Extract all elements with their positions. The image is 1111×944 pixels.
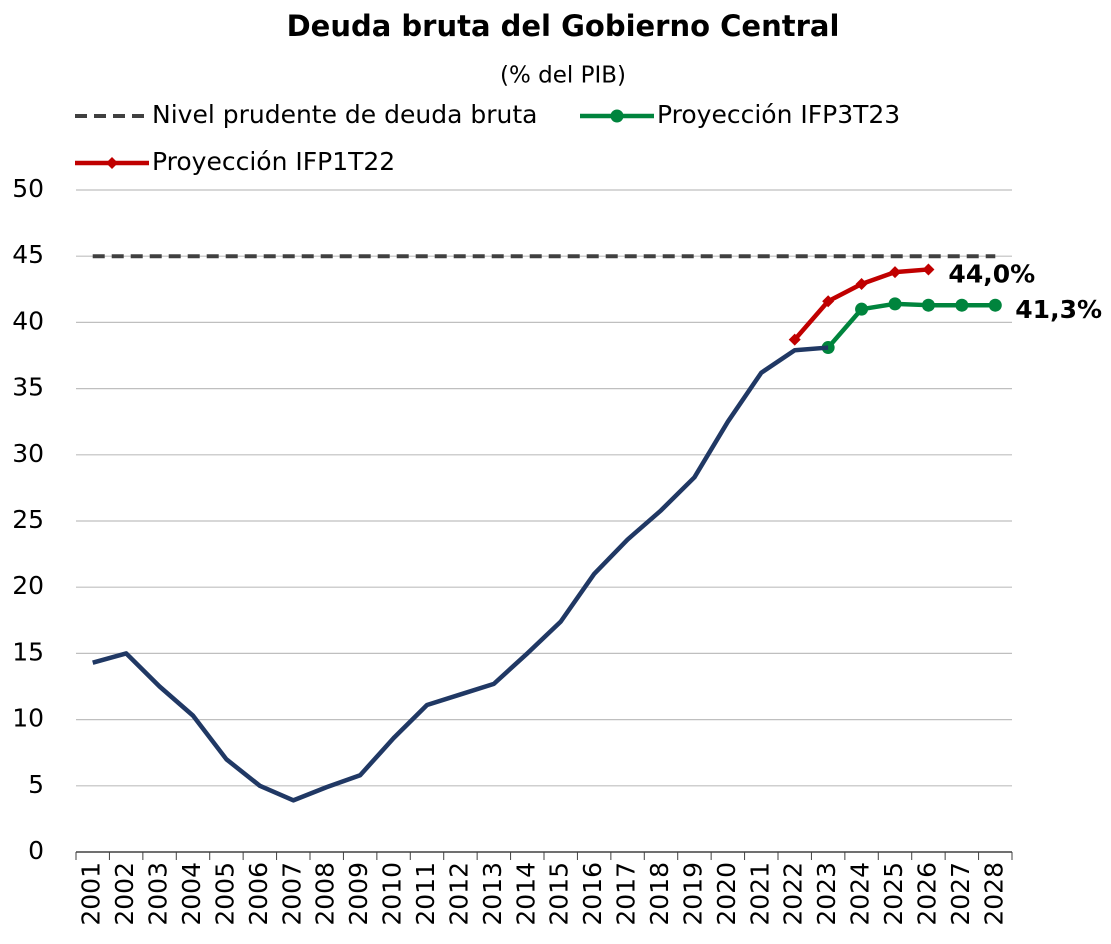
legend-label: Proyección IFP3T23 <box>657 100 900 129</box>
marker <box>988 298 1002 312</box>
y-tick-label: 20 <box>12 571 44 600</box>
y-tick-label: 30 <box>12 439 44 468</box>
x-tick-label: 2002 <box>110 862 139 926</box>
series-line <box>826 301 996 350</box>
x-tick-label: 2009 <box>344 862 373 926</box>
x-tick-label: 2021 <box>745 862 774 926</box>
x-tick-label: 2022 <box>779 862 808 926</box>
x-tick-label: 2027 <box>946 862 975 926</box>
marker <box>922 263 935 276</box>
marker <box>855 278 868 291</box>
y-tick-label: 50 <box>12 174 44 203</box>
x-tick-label: 2013 <box>478 862 507 926</box>
x-tick-label: 2014 <box>511 862 540 926</box>
marker <box>888 297 902 311</box>
x-tick-label: 2025 <box>879 862 908 926</box>
y-tick-label: 35 <box>12 373 44 402</box>
marker <box>855 302 869 316</box>
x-tick-label: 2018 <box>645 862 674 926</box>
marker <box>788 333 801 346</box>
x-tick-label: 2005 <box>210 862 239 926</box>
marker <box>822 295 835 308</box>
x-tick-label: 2019 <box>678 862 707 926</box>
x-tick-label: 2020 <box>712 862 741 926</box>
x-tick-label: 2011 <box>411 862 440 926</box>
x-tick-label: 2028 <box>979 862 1008 926</box>
x-tick-label: 2007 <box>277 862 306 926</box>
x-tick-label: 2015 <box>545 862 574 926</box>
legend-marker <box>610 109 624 123</box>
marker <box>955 298 969 312</box>
legend-marker <box>106 157 118 169</box>
x-tick-label: 2023 <box>812 862 841 926</box>
x-tick-label: 2016 <box>578 862 607 926</box>
data-label: 44,0% <box>948 259 1035 288</box>
x-tick-label: 2024 <box>846 862 875 926</box>
x-tick-label: 2017 <box>612 862 641 926</box>
x-tick-label: 2001 <box>77 862 106 926</box>
y-tick-label: 5 <box>28 770 44 799</box>
x-tick-label: 2010 <box>378 862 407 926</box>
x-tick-label: 2003 <box>144 862 173 926</box>
marker <box>921 298 935 312</box>
legend-label: Proyección IFP1T22 <box>152 147 395 176</box>
x-tick-label: 2006 <box>244 862 273 926</box>
y-tick-label: 40 <box>12 306 44 335</box>
y-tick-label: 25 <box>12 505 44 534</box>
data-label: 41,3% <box>1015 295 1102 324</box>
chart-subtitle: (% del PIB) <box>500 63 626 89</box>
series-line <box>92 345 829 803</box>
x-tick-label: 2004 <box>177 862 206 926</box>
x-tick-label: 2026 <box>912 862 941 926</box>
y-tick-label: 10 <box>12 704 44 733</box>
chart-title: Deuda bruta del Gobierno Central <box>287 9 840 43</box>
x-tick-label: 2008 <box>311 862 340 926</box>
y-tick-label: 45 <box>12 240 44 269</box>
marker <box>889 266 901 279</box>
y-tick-label: 0 <box>28 836 44 865</box>
x-tick-label: 2012 <box>444 862 473 926</box>
y-tick-label: 15 <box>12 637 44 666</box>
legend-label: Nivel prudente de deuda bruta <box>152 100 537 129</box>
